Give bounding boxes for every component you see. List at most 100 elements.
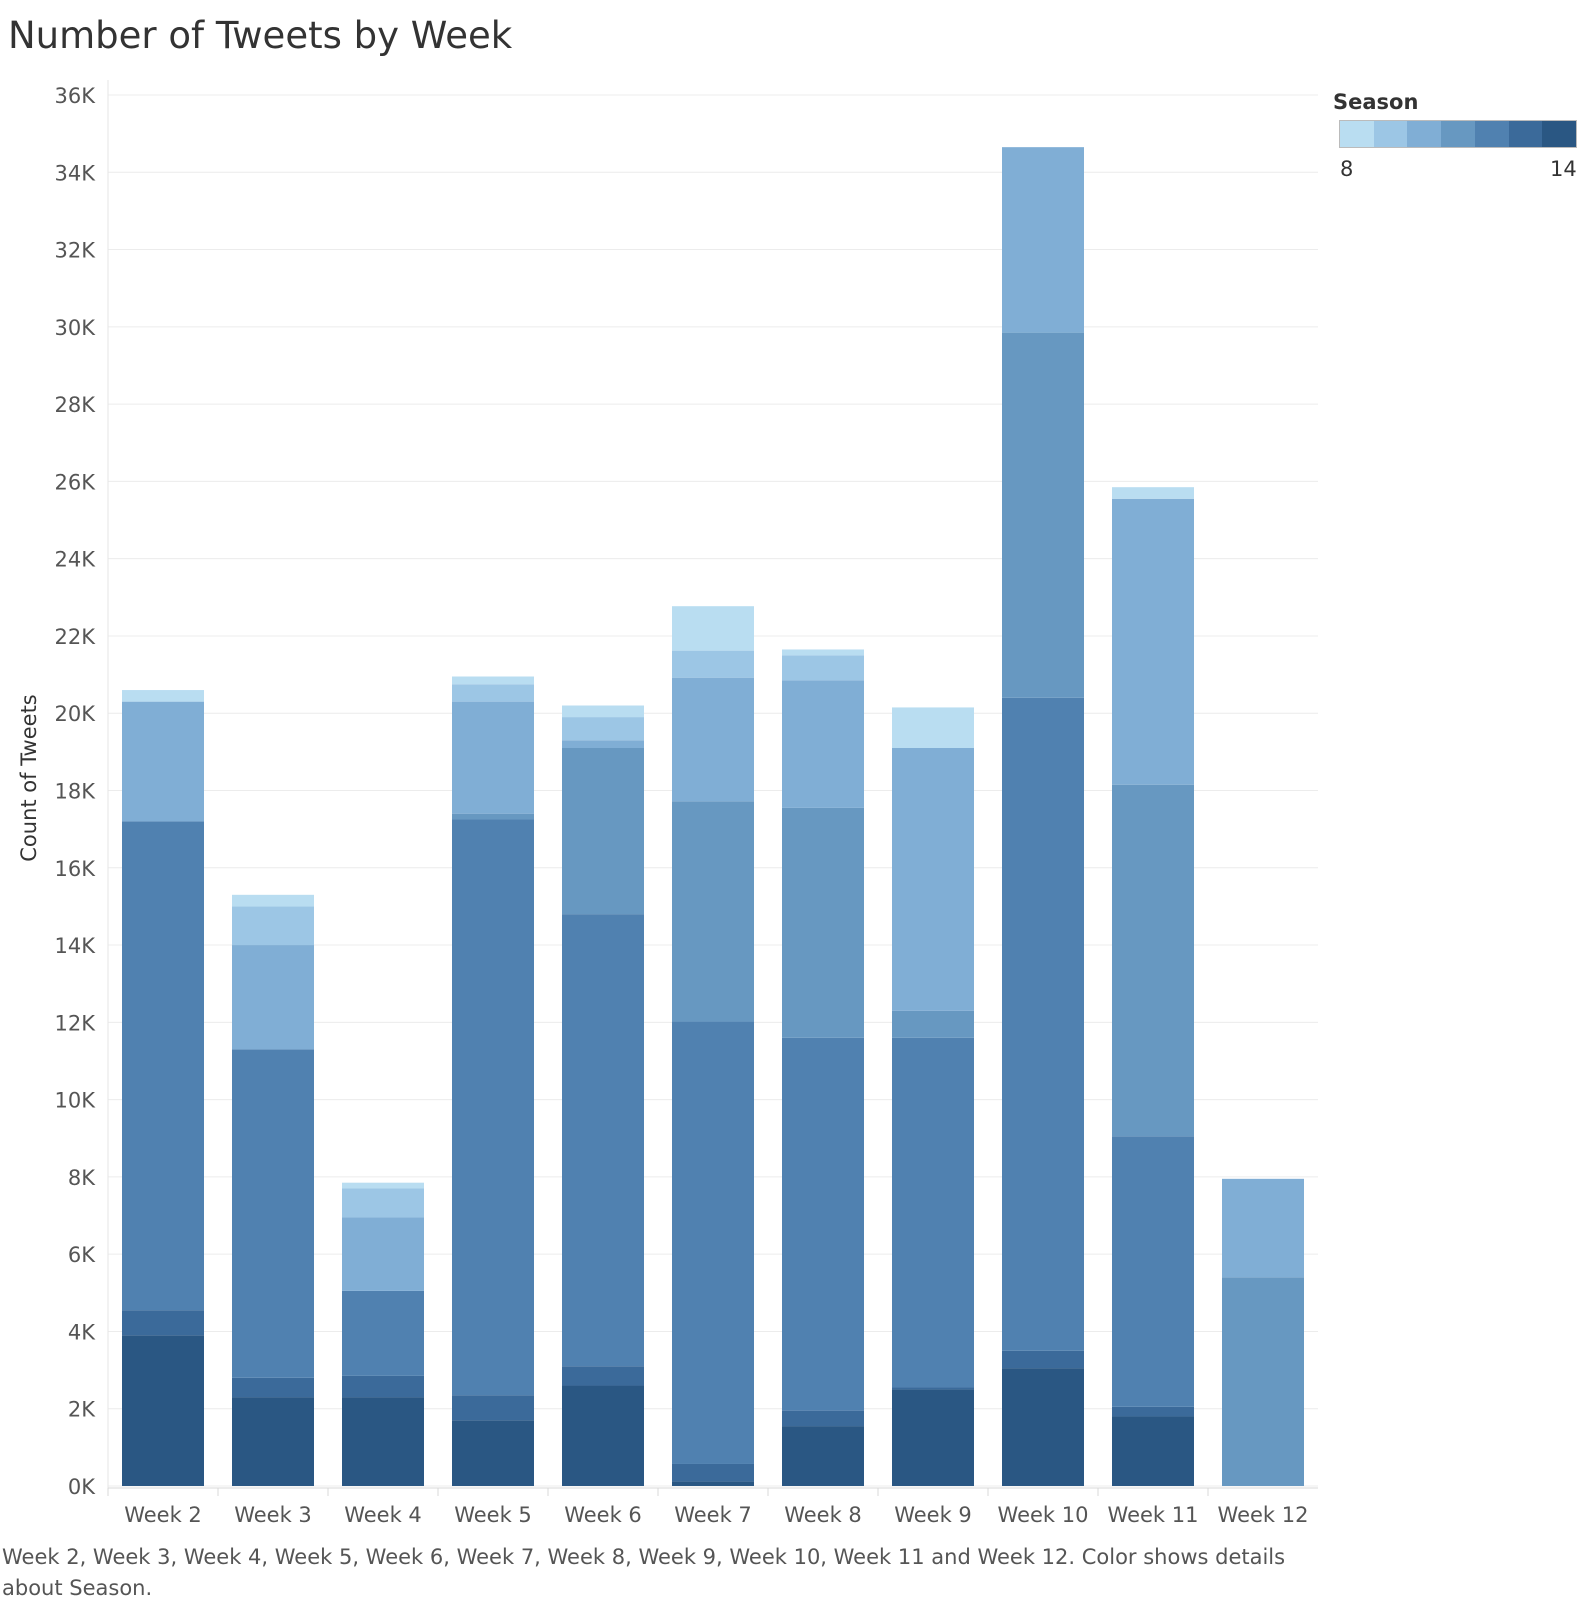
bar-segment — [672, 1463, 754, 1482]
y-tick-label: 34K — [55, 161, 97, 185]
bar-segment — [1002, 332, 1084, 698]
y-tick-label: 6K — [68, 1243, 96, 1267]
y-tick-label: 4K — [68, 1320, 96, 1344]
y-tick-label: 14K — [55, 934, 97, 958]
x-tick-label: Week 8 — [784, 1503, 862, 1527]
bar-segment — [342, 1397, 424, 1486]
y-tick-label: 28K — [55, 393, 97, 417]
x-tick-label: Week 12 — [1218, 1503, 1309, 1527]
bar-segment — [1222, 1277, 1304, 1486]
bar-segment — [562, 1366, 644, 1386]
legend-color-swatch — [1407, 121, 1442, 147]
bar-segment — [562, 705, 644, 718]
y-tick-label: 2K — [68, 1398, 96, 1422]
x-axis: Week 2 Week 3 Week 4 Week 5 Week 6 Week 7 Week… — [107, 1487, 1318, 1527]
bar-segment — [782, 1410, 864, 1427]
x-tick-label: Week 2 — [124, 1503, 202, 1527]
x-tick-label: Week 4 — [344, 1503, 422, 1527]
x-tick-label: Week 3 — [234, 1503, 312, 1527]
x-tick-label: Week 9 — [894, 1503, 972, 1527]
bar-segment — [1002, 147, 1084, 333]
x-tick-label: Week 10 — [998, 1503, 1089, 1527]
bar-segment — [452, 684, 534, 702]
x-tick-label: Week 11 — [1108, 1503, 1199, 1527]
y-axis-title: Count of Tweets — [17, 694, 41, 862]
bar-segment — [342, 1217, 424, 1291]
legend-color-swatch — [1373, 121, 1408, 147]
bar-segment — [672, 677, 754, 802]
bar-segment — [342, 1182, 424, 1189]
bar-segment — [122, 701, 204, 822]
legend-color-swatch — [1441, 121, 1475, 147]
bar-segment — [452, 1420, 534, 1486]
bar-segment — [1222, 1178, 1304, 1278]
bar-segment — [1002, 697, 1084, 1351]
bar-segment — [452, 813, 534, 820]
y-tick-label: 8K — [68, 1166, 96, 1190]
bar-segment — [892, 747, 974, 1011]
bar-segment — [122, 821, 204, 1311]
bar-segment — [1002, 1368, 1084, 1486]
bar-segment — [1112, 784, 1194, 1137]
bar-segment — [1112, 487, 1194, 499]
y-tick-label: 16K — [55, 857, 97, 881]
bar-segment — [1112, 1406, 1194, 1417]
chart-caption: Week 2, Week 3, Week 4, Week 5, Week 6, … — [2, 1545, 1286, 1600]
bar-segment — [892, 1387, 974, 1390]
bar-segment — [562, 747, 644, 915]
y-tick-label: 18K — [55, 780, 97, 804]
y-tick-label: 0K — [68, 1475, 96, 1499]
bar-segment — [232, 1377, 314, 1398]
bar-segment — [562, 914, 644, 1367]
bar-segment — [122, 1335, 204, 1486]
bar-segment — [122, 1310, 204, 1336]
legend-color-ramp — [1339, 120, 1577, 148]
chart-title: Number of Tweets by Week — [8, 14, 513, 57]
bar-segment — [782, 807, 864, 1038]
legend-max-label: 14 — [1550, 157, 1577, 181]
bar-segment — [892, 1037, 974, 1388]
bar-segment — [452, 676, 534, 685]
y-axis: 0K 2K 4K 6K 8K 10K 12K 14K 16K 18K 20K 22K 24K 26K 28K… — [55, 80, 109, 1499]
bar-segment — [782, 1037, 864, 1411]
bar-segment — [782, 655, 864, 681]
x-tick-label: Week 5 — [454, 1503, 532, 1527]
bar-segment — [562, 1385, 644, 1486]
bar-segment — [452, 819, 534, 1396]
bar-segment — [452, 1395, 534, 1421]
bar-segment — [562, 717, 644, 741]
bar-segment — [232, 1397, 314, 1486]
bar-segment — [892, 707, 974, 748]
bar-segment — [562, 740, 644, 748]
bars — [122, 147, 1304, 1486]
bar-segment — [892, 1010, 974, 1038]
y-tick-label: 32K — [55, 239, 97, 263]
legend-color-swatch — [1340, 121, 1374, 147]
legend-color-swatch — [1508, 121, 1543, 147]
bar-segment — [672, 650, 754, 678]
y-tick-label: 30K — [55, 316, 97, 340]
bar-segment — [782, 1426, 864, 1486]
bar-segment — [672, 606, 754, 651]
bar-segment — [1112, 1416, 1194, 1486]
bar-segment — [782, 680, 864, 808]
legend-color-swatch — [1542, 121, 1577, 147]
bar-segment — [342, 1290, 424, 1376]
legend-title: Season — [1333, 90, 1419, 114]
bar-segment — [452, 701, 534, 814]
y-tick-label: 26K — [55, 470, 97, 494]
bar-segment — [1112, 498, 1194, 785]
bar-segment — [782, 649, 864, 656]
bar-chart: 0K 2K 4K 6K 8K 10K 12K 14K 16K 18K 20K 22K 24K 26K 28K… — [17, 80, 1318, 1527]
bar-segment — [232, 945, 314, 1050]
bar-segment — [232, 906, 314, 946]
x-tick-label: Week 6 — [564, 1503, 642, 1527]
bar-segment — [892, 1389, 974, 1486]
bar-segment — [672, 1021, 754, 1464]
legend-color-swatch — [1474, 121, 1509, 147]
bar-segment — [342, 1375, 424, 1398]
bar-segment — [232, 894, 314, 907]
bar-segment — [672, 801, 754, 1022]
bar-segment — [1002, 1350, 1084, 1369]
y-tick-label: 12K — [55, 1011, 97, 1035]
